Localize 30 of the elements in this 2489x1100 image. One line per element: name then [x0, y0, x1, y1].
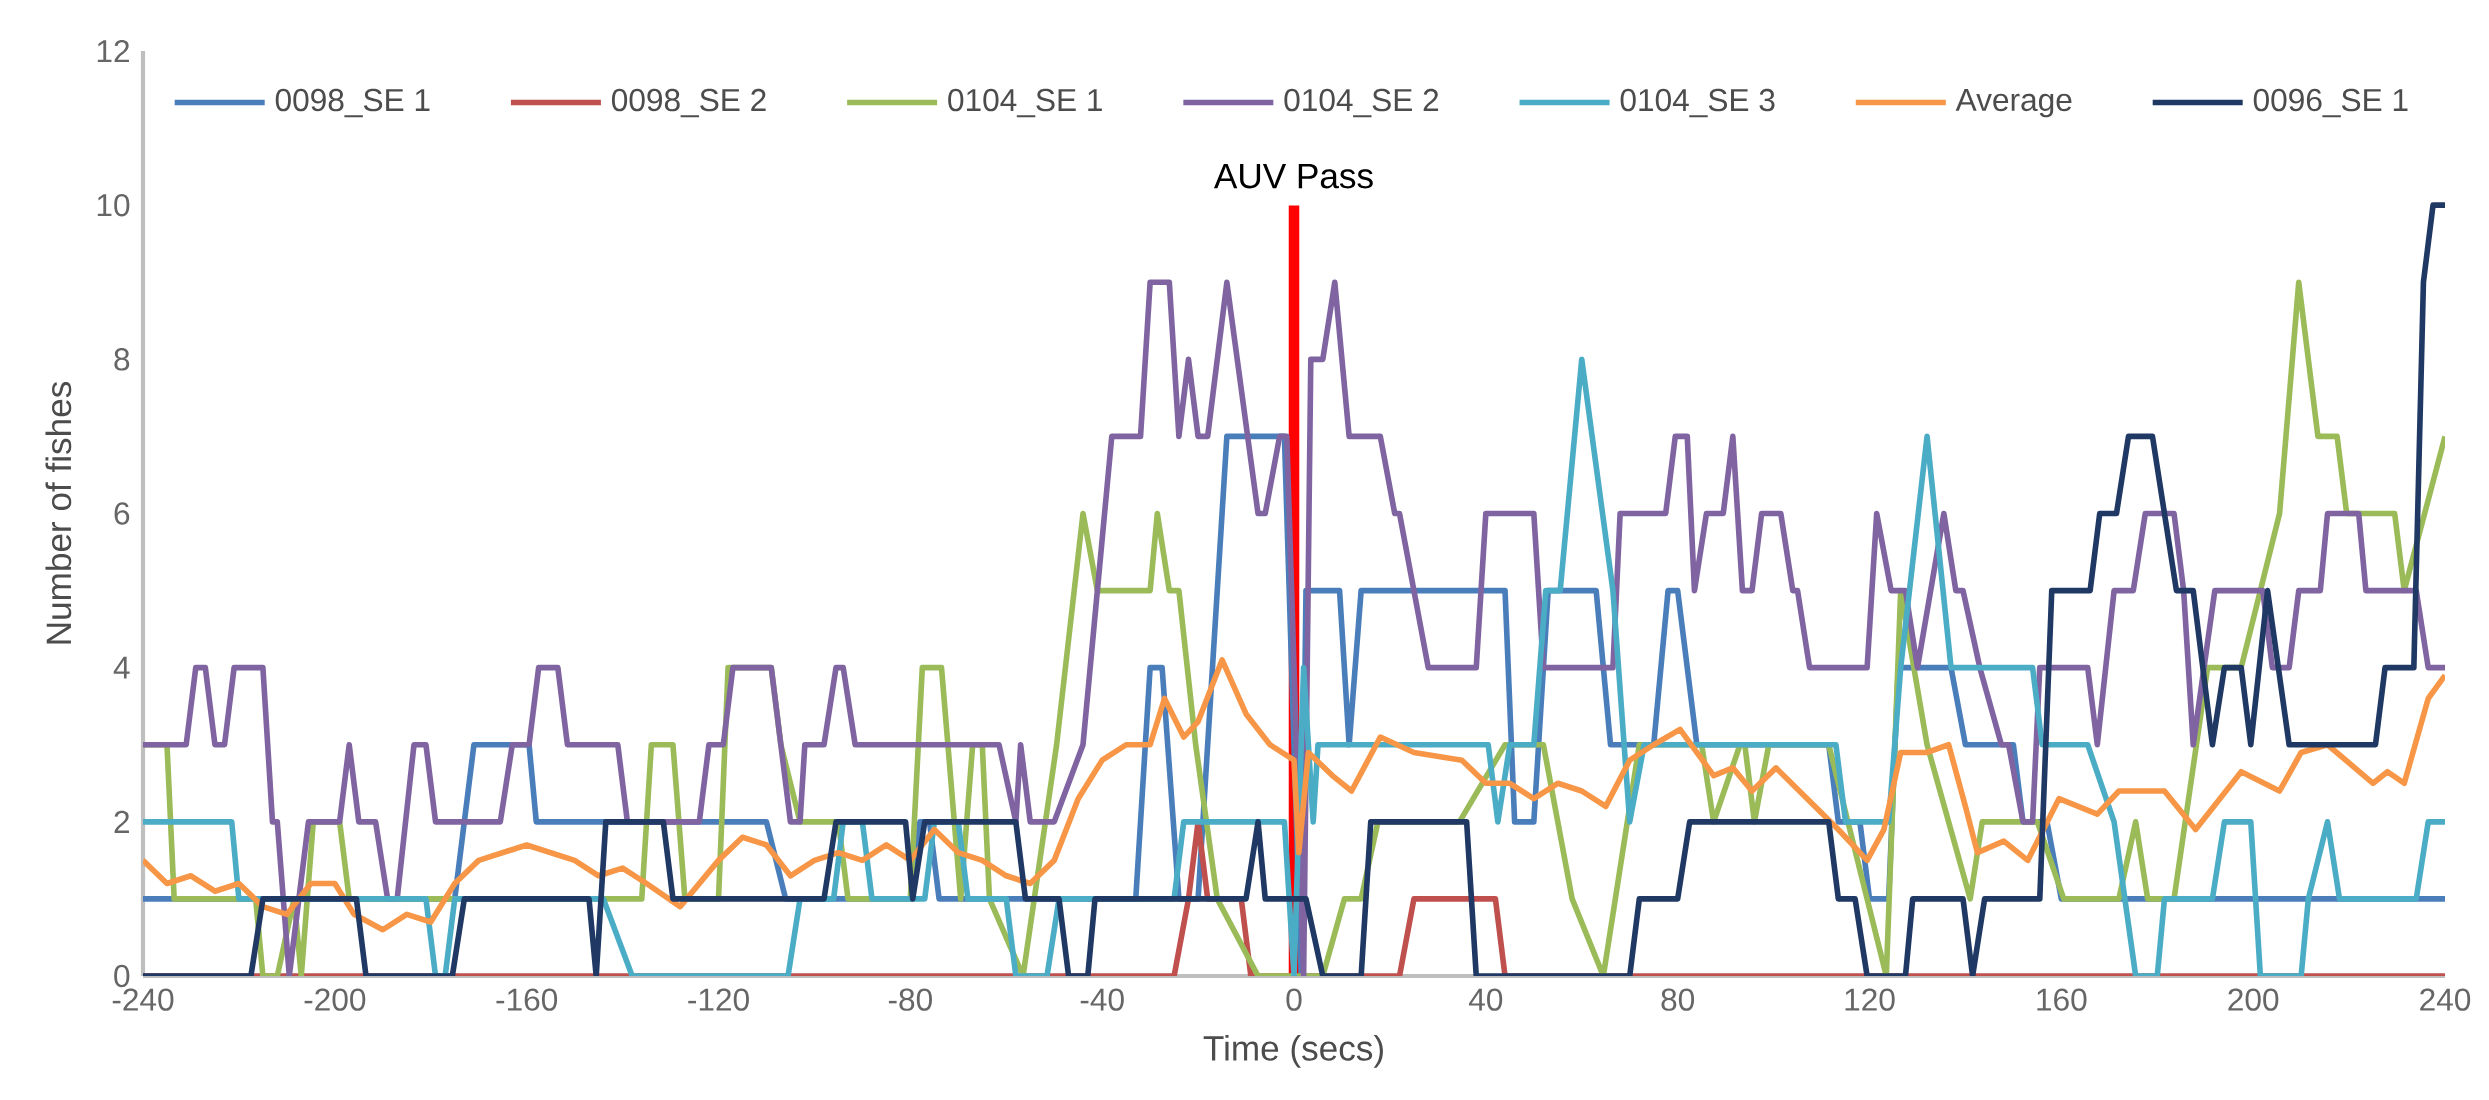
legend-label: 0104_SE 1 — [948, 88, 1102, 118]
y-axis-title: Number of fishes — [45, 381, 72, 644]
x-tick-label: 200 — [2228, 988, 2279, 1011]
y-tick-label: 12 — [97, 39, 129, 63]
legend-label: 0096_SE 1 — [2253, 88, 2408, 118]
ref-line-label: AUV Pass — [1213, 163, 1373, 189]
y-tick-label: 8 — [114, 348, 130, 371]
legend-label: 0104_SE 2 — [1284, 88, 1439, 118]
x-tick-label: 0 — [1286, 988, 1302, 1011]
x-tick-label: 80 — [1661, 988, 1695, 1011]
legend-label: 0104_SE 3 — [1620, 88, 1775, 118]
x-tick-label: -160 — [496, 988, 558, 1011]
x-tick-label: 160 — [2037, 988, 2087, 1011]
x-tick-label: -120 — [688, 988, 749, 1011]
x-tick-label: 40 — [1468, 988, 1503, 1011]
legend-label: 0098_SE 1 — [275, 88, 430, 118]
legend-label: Average — [1955, 89, 2072, 118]
x-tick-label: -80 — [888, 988, 932, 1011]
x-tick-label: 120 — [1845, 988, 1895, 1011]
y-tick-label: 4 — [113, 656, 130, 679]
x-tick-label: -240 — [112, 988, 174, 1011]
y-tick-label: 2 — [114, 810, 129, 833]
x-tick-label: -200 — [304, 988, 366, 1011]
legend-label: 0098_SE 2 — [611, 88, 766, 118]
x-axis-title: Time (secs) — [1203, 1034, 1383, 1068]
x-tick-label: -40 — [1080, 988, 1124, 1011]
y-tick-label: 6 — [114, 502, 130, 525]
y-tick-label: 10 — [97, 193, 130, 217]
y-tick-label: 0 — [114, 964, 130, 988]
x-tick-label: 240 — [2420, 988, 2471, 1011]
